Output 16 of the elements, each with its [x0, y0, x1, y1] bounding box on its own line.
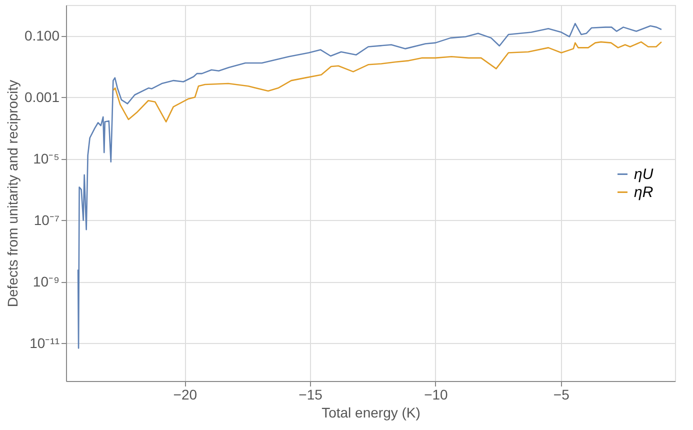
- y-tick-label: 10⁻⁵: [33, 150, 60, 166]
- line-series: [112, 41, 662, 122]
- x-tick-label: −15: [298, 386, 323, 402]
- legend-label: ηR: [634, 184, 654, 202]
- x-tick-label: −20: [173, 386, 198, 402]
- y-tick-label: 0.100: [24, 27, 60, 44]
- x-tick-label: −5: [553, 386, 570, 402]
- legend-label: ηU: [634, 166, 654, 184]
- y-axis-title: Defects from unitarity and reciprocity: [4, 80, 20, 308]
- y-tick-label: 10⁻⁹: [32, 273, 60, 290]
- y-tick-label: 10⁻¹¹: [30, 334, 60, 351]
- y-tick-label: 10⁻⁷: [34, 212, 60, 228]
- x-axis-title: Total energy (K): [322, 404, 420, 420]
- line-series: [77, 22, 662, 349]
- y-tick-label: 0.001: [24, 88, 60, 105]
- x-tick-label: −10: [424, 386, 448, 402]
